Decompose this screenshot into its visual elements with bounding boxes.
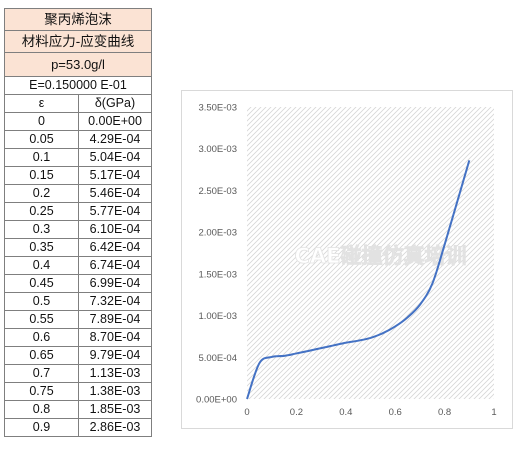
plot-area [247,107,494,399]
density-cell: p=53.0g/l [4,52,152,77]
table-title-line2: 材料应力-应变曲线 [4,30,152,53]
strain-value: 0 [4,112,79,131]
x-tick-label: 0.4 [339,407,352,418]
stress-value: 5.77E-04 [78,202,152,221]
stress-strain-chart: CAE碰撞仿真培训 0.00E+005.00E-041.00E-031.50E-… [196,103,497,419]
strain-value: 0.4 [4,256,79,275]
series-line [246,160,471,400]
stress-value: 0.00E+00 [78,112,152,131]
table-title-line1: 聚丙烯泡沫 [4,8,152,31]
strain-value: 0.6 [4,328,79,347]
table-row: 0.75 1.38E-03 [4,382,152,401]
strain-value: 0.8 [4,400,79,419]
strain-value: 0.45 [4,274,79,293]
table-row: 0.55 7.89E-04 [4,310,152,329]
stress-value: 1.38E-03 [78,382,152,401]
y-tick-label: 1.00E-03 [198,311,237,322]
stress-value: 6.74E-04 [78,256,152,275]
stress-value: 7.89E-04 [78,310,152,329]
stress-value: 9.79E-04 [78,346,152,365]
strain-value: 0.9 [4,418,79,437]
table-row: 0.6 8.70E-04 [4,328,152,347]
strain-value: 0.3 [4,220,79,239]
table-row: 0 0.00E+00 [4,112,152,131]
y-tick-label: 2.50E-03 [198,186,237,197]
x-tick-label: 0.8 [438,407,451,418]
stress-value: 1.13E-03 [78,364,152,383]
x-tick-label: 1 [491,407,496,418]
strain-header: ε [4,94,79,113]
strain-value: 0.05 [4,130,79,149]
stress-value: 1.85E-03 [78,400,152,419]
table-row: 0.35 6.42E-04 [4,238,152,257]
x-tick-label: 0.6 [389,407,402,418]
table-row: 0.4 6.74E-04 [4,256,152,275]
table-row: 0.8 1.85E-03 [4,400,152,419]
strain-value: 0.25 [4,202,79,221]
stress-value: 5.46E-04 [78,184,152,203]
table-row: 0.65 9.79E-04 [4,346,152,365]
table-row: 0.25 5.77E-04 [4,202,152,221]
strain-value: 0.35 [4,238,79,257]
modulus-cell: E=0.150000 E-01 [4,76,152,95]
chart-panel: CAE碰撞仿真培训 0.00E+00 5.00E-04 1.00E-03 1.50E-… [181,90,513,429]
strain-value: 0.2 [4,184,79,203]
strain-value: 0.7 [4,364,79,383]
strain-value: 0.65 [4,346,79,365]
y-tick-label: 0.00E+00 [196,395,237,406]
table-row: 0.3 6.10E-04 [4,220,152,239]
stress-value: 7.32E-04 [78,292,152,311]
strain-value: 0.75 [4,382,79,401]
stress-value: 6.42E-04 [78,238,152,257]
stress-value: 8.70E-04 [78,328,152,347]
y-tick-label: 3.50E-03 [198,103,237,114]
stress-value: 2.86E-03 [78,418,152,437]
table-row: 0.9 2.86E-03 [4,418,152,437]
strain-value: 0.55 [4,310,79,329]
stress-value: 5.17E-04 [78,166,152,185]
table-row: 0.2 5.46E-04 [4,184,152,203]
stress-value: 6.10E-04 [78,220,152,239]
stress-value: 4.29E-04 [78,130,152,149]
x-tick-label: 0.2 [290,407,303,418]
table-row: 0.7 1.13E-03 [4,364,152,383]
y-tick-label: 3.00E-03 [198,144,237,155]
table-row: 0.45 6.99E-04 [4,274,152,293]
stress-header: δ(GPa) [78,94,152,113]
strain-value: 0.15 [4,166,79,185]
strain-value: 0.5 [4,292,79,311]
stress-strain-table: 聚丙烯泡沫 材料应力-应变曲线 p=53.0g/l E=0.150000 E-0… [4,8,152,437]
stress-value: 6.99E-04 [78,274,152,293]
y-tick-label: 5.00E-04 [198,353,237,364]
x-tick-label: 0 [244,407,249,418]
y-tick-label: 2.00E-03 [198,228,237,239]
table-row: 0.5 7.32E-04 [4,292,152,311]
table-row: 0.05 4.29E-04 [4,130,152,149]
strain-value: 0.1 [4,148,79,167]
table-row: 0.15 5.17E-04 [4,166,152,185]
y-tick-label: 1.50E-03 [198,269,237,280]
stress-value: 5.04E-04 [78,148,152,167]
table-row: 0.1 5.04E-04 [4,148,152,167]
